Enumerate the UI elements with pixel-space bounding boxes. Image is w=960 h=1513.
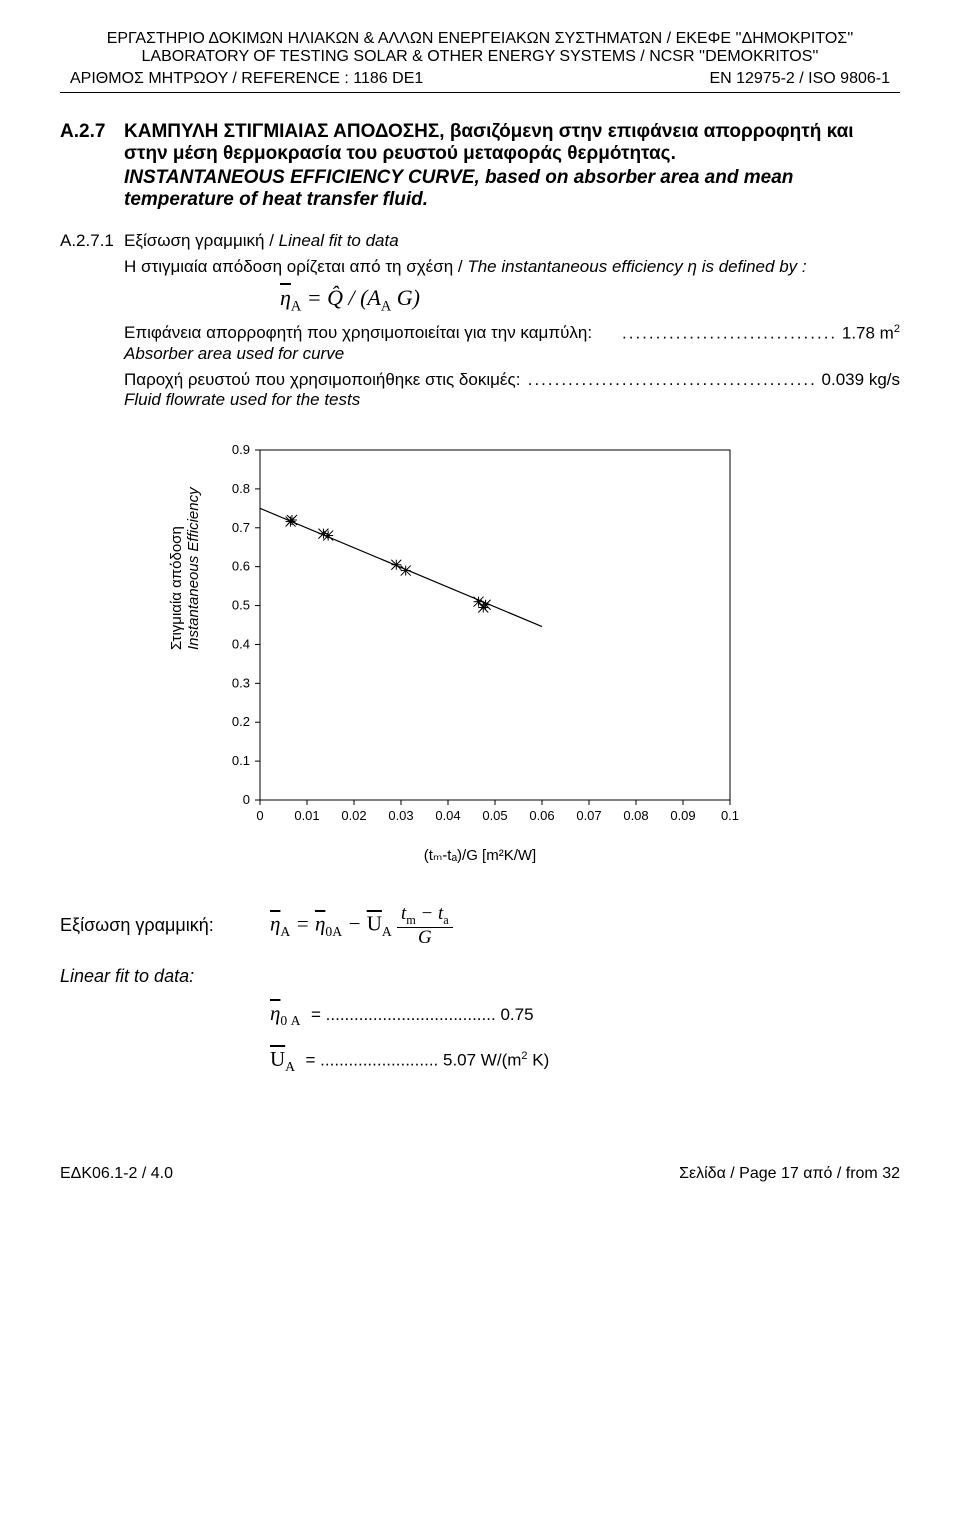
svg-text:0.1: 0.1 xyxy=(232,753,250,768)
flow-value: 0.039 kg/s xyxy=(817,370,900,389)
footer-total: 32 xyxy=(882,1165,900,1182)
absorber-exp: 2 xyxy=(894,323,900,335)
absorber-value: 1.78 m xyxy=(837,324,894,343)
footer-right-label: Σελίδα / Page xyxy=(679,1165,781,1182)
flow-text-en: Fluid flowrate used for the tests xyxy=(124,390,900,410)
efficiency-chart: Στιγμιαία απόδοση Instantaneous Efficien… xyxy=(185,440,775,864)
linear-label-en: Linear fit to data: xyxy=(60,966,900,987)
equations-block: Εξίσωση γραμμική: ηΑ = η0Α − UA tm − taG… xyxy=(60,904,900,1075)
svg-text:0.09: 0.09 xyxy=(670,808,695,823)
svg-text:0.05: 0.05 xyxy=(482,808,507,823)
chart-xlabel: (tₘ-tₐ)/G [m²K/W] xyxy=(185,846,775,864)
ua-dots: = ......................... xyxy=(306,1051,439,1070)
section-title-gr: Α.2.7 ΚΑΜΠΥΛΗ ΣΤΙΓΜΙΑΙΑΣ ΑΠΟΔΟΣΗΣ, βασιζ… xyxy=(60,121,900,165)
svg-text:0.04: 0.04 xyxy=(435,808,460,823)
subsection-heading: Α.2.7.1Εξίσωση γραμμική / Lineal fit to … xyxy=(60,231,900,251)
formula-eta-definition: ηΑ = Q̂ / (AA G) xyxy=(280,285,900,315)
ua-value: 5.07 W/(m xyxy=(438,1051,521,1070)
standard-code: EN 12975-2 / ISO 9806-1 xyxy=(709,70,890,88)
page-footer: ΕΔΚ06.1-2 / 4.0 Σελίδα / Page 17 από / f… xyxy=(60,1165,900,1183)
header-line-2: LABORATORY OF TESTING SOLAR & OTHER ENER… xyxy=(60,48,900,66)
svg-text:0.9: 0.9 xyxy=(232,442,250,457)
flow-dots: ........................................… xyxy=(528,370,817,389)
svg-text:0.06: 0.06 xyxy=(529,808,554,823)
svg-text:0.8: 0.8 xyxy=(232,481,250,496)
svg-text:0.4: 0.4 xyxy=(232,636,250,651)
absorber-text-gr: Επιφάνεια απορροφητή που χρησιμοποιείται… xyxy=(124,323,592,342)
header-rule xyxy=(60,92,900,93)
eta0-dots: = .................................... xyxy=(311,1005,496,1024)
footer-left: ΕΔΚ06.1-2 / 4.0 xyxy=(60,1165,173,1183)
eta0-value: 0.75 xyxy=(500,1005,533,1024)
svg-text:0.7: 0.7 xyxy=(232,520,250,535)
flowrate-line: Παροχή ρευστού που χρησιμοποιήθηκε στις … xyxy=(124,370,900,390)
header-row-3: ΑΡΙΘΜΟΣ ΜΗΤΡΩΟΥ / REFERENCE : 1186 DE1 E… xyxy=(60,70,900,88)
footer-right: Σελίδα / Page 17 από / from 32 xyxy=(679,1165,900,1183)
svg-text:0.03: 0.03 xyxy=(388,808,413,823)
flow-text-gr: Παροχή ρευστού που χρησιμοποιήθηκε στις … xyxy=(124,370,520,390)
definition-line: Η στιγμιαία απόδοση ορίζεται από τη σχέσ… xyxy=(124,257,900,277)
linear-label-gr: Εξίσωση γραμμική: xyxy=(60,915,270,936)
svg-text:0.08: 0.08 xyxy=(623,808,648,823)
svg-text:0.02: 0.02 xyxy=(341,808,366,823)
footer-page: 17 xyxy=(781,1165,799,1182)
svg-text:0.5: 0.5 xyxy=(232,598,250,613)
section-title-text-gr: ΚΑΜΠΥΛΗ ΣΤΙΓΜΙΑΙΑΣ ΑΠΟΔΟΣΗΣ, βασιζόμενη … xyxy=(124,121,900,165)
eta0-value-line: η0 A = .................................… xyxy=(270,1001,900,1029)
subsection-label-en: Lineal fit to data xyxy=(279,231,399,250)
definition-en: The instantaneous efficiency η is define… xyxy=(467,257,806,276)
absorber-dots: ................................ xyxy=(622,324,837,343)
definition-gr: Η στιγμιαία απόδοση ορίζεται από τη σχέσ… xyxy=(124,257,467,276)
ylabel-en: Instantaneous Efficiency xyxy=(185,487,202,650)
ua-value-line: UA = ......................... 5.07 W/(m… xyxy=(270,1047,900,1075)
absorber-text-en: Absorber area used for curve xyxy=(124,344,900,364)
linear-equation-row: Εξίσωση γραμμική: ηΑ = η0Α − UA tm − taG xyxy=(60,904,900,948)
ua-unit-tail: K) xyxy=(528,1051,550,1070)
section-number: Α.2.7 xyxy=(60,121,124,165)
section-title-en: INSTANTANEOUS EFFICIENCY CURVE, based on… xyxy=(124,167,900,211)
absorber-area-line: Επιφάνεια απορροφητή που χρησιμοποιείται… xyxy=(124,323,900,344)
reference-number: ΑΡΙΘΜΟΣ ΜΗΤΡΩΟΥ / REFERENCE : 1186 DE1 xyxy=(70,70,423,88)
svg-text:0.3: 0.3 xyxy=(232,675,250,690)
svg-text:0: 0 xyxy=(256,808,263,823)
chart-ylabel: Στιγμιαία απόδοση Instantaneous Efficien… xyxy=(168,630,202,650)
subsection-label-gr: Εξίσωση γραμμική / xyxy=(124,231,279,250)
header-line-1: ΕΡΓΑΣΤΗΡΙΟ ΔΟΚΙΜΩΝ ΗΛΙΑΚΩΝ & ΑΛΛΩΝ ΕΝΕΡΓ… xyxy=(60,30,900,48)
svg-text:0.1: 0.1 xyxy=(721,808,739,823)
ylabel-gr: Στιγμιαία απόδοση xyxy=(168,526,185,650)
svg-text:0.6: 0.6 xyxy=(232,559,250,574)
svg-text:0: 0 xyxy=(243,792,250,807)
svg-text:0.2: 0.2 xyxy=(232,714,250,729)
svg-text:0.07: 0.07 xyxy=(576,808,601,823)
svg-text:0.01: 0.01 xyxy=(294,808,319,823)
doc-header: ΕΡΓΑΣΤΗΡΙΟ ΔΟΚΙΜΩΝ ΗΛΙΑΚΩΝ & ΑΛΛΩΝ ΕΝΕΡΓ… xyxy=(60,30,900,66)
linear-equation: ηΑ = η0Α − UA tm − taG xyxy=(270,904,453,948)
chart-svg: 0 0.1 0.2 0.3 0.4 0.5 0.6 0.7 0.8 0.9 0 0.01 0.02 0.0… xyxy=(205,440,765,840)
footer-of-label: από / from xyxy=(799,1165,882,1182)
subsection-number: Α.2.7.1 xyxy=(60,231,124,251)
